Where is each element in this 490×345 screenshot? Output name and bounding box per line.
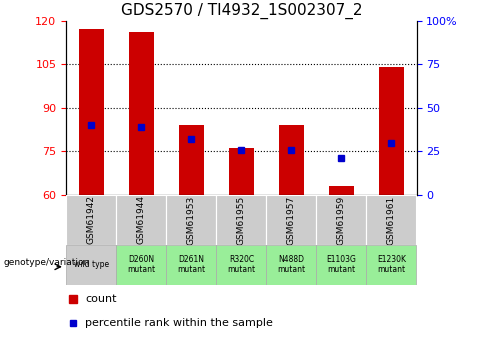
Bar <box>129 32 154 195</box>
Text: D260N
mutant: D260N mutant <box>127 255 155 275</box>
Bar <box>267 245 317 285</box>
Text: GSM61955: GSM61955 <box>237 195 246 245</box>
Bar <box>166 245 216 285</box>
Bar <box>166 195 216 245</box>
Text: GSM61957: GSM61957 <box>287 195 296 245</box>
Text: percentile rank within the sample: percentile rank within the sample <box>85 318 273 328</box>
Title: GDS2570 / TI4932_1S002307_2: GDS2570 / TI4932_1S002307_2 <box>121 3 362 19</box>
Bar <box>216 195 267 245</box>
Bar <box>379 67 404 195</box>
Text: E1103G
mutant: E1103G mutant <box>326 255 356 275</box>
Text: GSM61942: GSM61942 <box>87 195 96 245</box>
Bar <box>367 245 416 285</box>
Bar <box>66 245 116 285</box>
Bar <box>79 29 104 195</box>
Bar <box>367 195 416 245</box>
Text: GSM61959: GSM61959 <box>337 195 346 245</box>
Bar <box>329 186 354 195</box>
Bar <box>229 148 254 195</box>
Text: GSM61961: GSM61961 <box>387 195 396 245</box>
Bar <box>317 195 367 245</box>
Text: GSM61944: GSM61944 <box>137 195 146 245</box>
Bar <box>116 195 166 245</box>
Bar <box>116 245 166 285</box>
Bar <box>216 245 267 285</box>
Bar <box>279 125 304 195</box>
Bar <box>179 125 204 195</box>
Text: E1230K
mutant: E1230K mutant <box>377 255 406 275</box>
Text: genotype/variation: genotype/variation <box>3 258 90 267</box>
Bar <box>66 195 116 245</box>
Text: R320C
mutant: R320C mutant <box>227 255 255 275</box>
Text: count: count <box>85 294 117 304</box>
Text: D261N
mutant: D261N mutant <box>177 255 205 275</box>
Bar <box>267 195 317 245</box>
Text: wild type: wild type <box>74 260 109 269</box>
Text: N488D
mutant: N488D mutant <box>277 255 305 275</box>
Text: GSM61953: GSM61953 <box>187 195 196 245</box>
Bar <box>317 245 367 285</box>
